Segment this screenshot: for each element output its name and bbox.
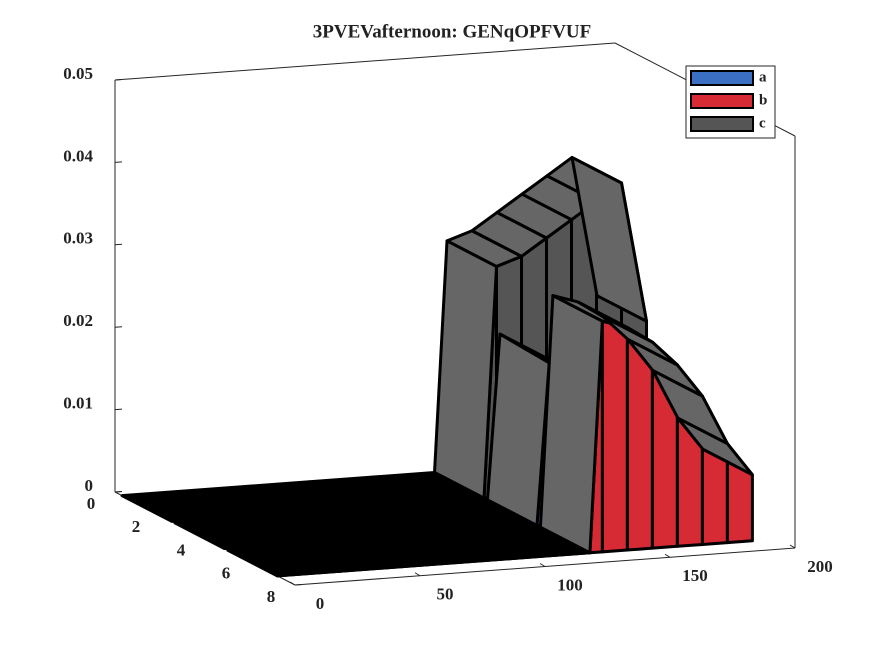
z-tick	[114, 161, 123, 163]
z-tick-label: 0.01	[63, 394, 93, 413]
y-tick	[294, 584, 303, 586]
legend-swatch	[690, 93, 754, 109]
x-tick-label: 0	[316, 594, 325, 613]
z-tick	[114, 408, 123, 411]
z-tick-label: 0.05	[63, 64, 93, 83]
ribbon-top	[570, 155, 649, 323]
x-tick-label: 100	[557, 575, 583, 594]
plot-area	[120, 155, 754, 578]
ribbon-face	[600, 319, 629, 554]
z-tick	[114, 243, 123, 246]
legend-swatch	[690, 116, 754, 132]
y-tick-label: 0	[87, 494, 96, 513]
x-tick-label: 50	[437, 585, 454, 604]
z-tick-label: 0.02	[63, 311, 93, 330]
axis-edge	[114, 42, 616, 81]
legend-label: b	[759, 92, 767, 108]
x-tick-label: 150	[682, 566, 708, 585]
y-tick-label: 2	[132, 517, 141, 536]
ribbon-top	[676, 416, 754, 477]
legend-label: a	[759, 69, 767, 85]
legend-swatch	[690, 70, 754, 86]
x-tick	[789, 544, 796, 549]
axes-box: 0 0.01 0.02 0.03 0.04 0.05 0 50 100 150 200 0 2 4 6 8	[63, 42, 833, 613]
z-tick-label: 0.03	[63, 229, 93, 248]
legend: abc	[685, 65, 776, 139]
ribbon-top	[433, 239, 499, 500]
y-tick-label: 6	[222, 564, 231, 583]
x-tick	[289, 581, 296, 586]
legend-label: c	[759, 115, 766, 131]
z-tick	[114, 326, 123, 328]
chart-title: 3PVEVafternoon: GENqOPFVUF	[313, 21, 592, 42]
x-tick	[664, 553, 671, 558]
x-tick-label: 200	[807, 557, 833, 576]
ribbon-top	[538, 294, 604, 555]
ribbon-top	[485, 332, 551, 527]
y-tick-label: 8	[267, 587, 276, 606]
z-tick-label: 0	[85, 476, 94, 495]
z-tick-label: 0.04	[63, 146, 93, 165]
x-tick	[539, 563, 546, 567]
y-tick	[114, 491, 123, 493]
z-tick	[114, 79, 123, 81]
x-tick	[414, 572, 421, 577]
y-tick-label: 4	[177, 540, 186, 559]
